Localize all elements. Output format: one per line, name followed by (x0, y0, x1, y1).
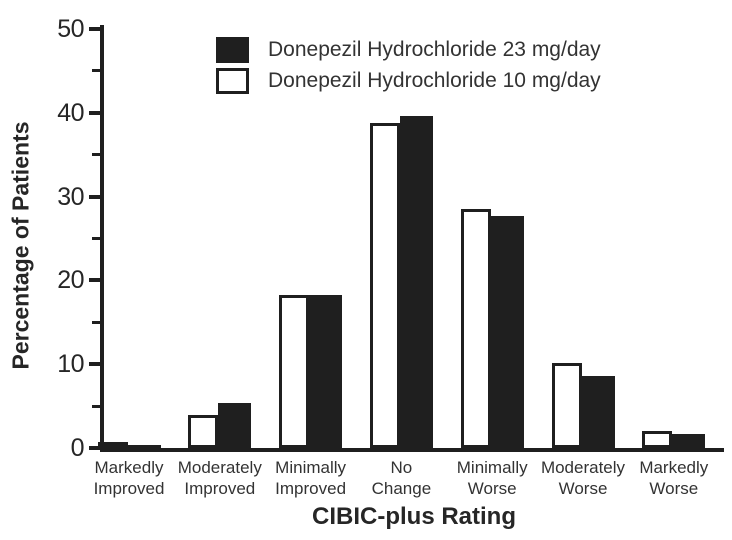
bar-group-minimally-worse (460, 209, 524, 448)
plot-area: Donepezil Hydrochloride 23 mg/day Donepe… (89, 25, 724, 452)
bar-10mg-markedly-worse (642, 431, 673, 448)
y-tick-label-20: 20 (57, 266, 84, 295)
y-tick-label-40: 40 (57, 98, 84, 127)
bar-group-no-change (369, 116, 433, 448)
bar-23mg-no-change (399, 116, 433, 448)
bar-23mg-moderately-worse (581, 375, 615, 448)
bar-23mg-markedly-improved (127, 444, 161, 448)
y-major-tick-40 (89, 110, 100, 115)
bar-group-moderately-improved (188, 402, 252, 448)
y-tick-label-0: 0 (70, 434, 85, 462)
bar-10mg-moderately-worse (551, 363, 582, 448)
bar-23mg-minimally-worse (490, 215, 524, 448)
y-axis-line (100, 25, 104, 452)
y-major-tick-0 (89, 446, 100, 450)
x-axis-title: CIBIC-plus Rating (312, 503, 516, 530)
legend-row-10mg: Donepezil Hydrochloride 10 mg/day (216, 68, 601, 94)
bar-group-moderately-worse (551, 363, 615, 448)
bar-10mg-moderately-improved (188, 415, 219, 448)
legend-row-23mg: Donepezil Hydrochloride 23 mg/day (216, 37, 601, 63)
bar-group-markedly-worse (642, 431, 706, 448)
bar-group-markedly-improved (97, 442, 161, 448)
y-minor-tick-35 (92, 153, 100, 157)
bar-group-minimally-improved (279, 294, 343, 448)
y-minor-tick-15 (92, 320, 100, 324)
x-category-label-minimally-improved: Minimally Improved (275, 458, 347, 498)
y-major-tick-20 (89, 278, 100, 283)
y-minor-tick-45 (92, 69, 100, 73)
legend: Donepezil Hydrochloride 23 mg/day Donepe… (216, 37, 601, 94)
x-category-label-no-change: No Change (371, 458, 432, 498)
bar-23mg-moderately-improved (218, 402, 252, 448)
bar-23mg-markedly-worse (672, 433, 706, 448)
bar-10mg-no-change (369, 122, 400, 448)
legend-swatch-outlined-icon (216, 68, 249, 94)
x-category-label-moderately-improved: Moderately Improved (177, 458, 262, 498)
y-minor-tick-5 (92, 404, 100, 408)
y-major-tick-10 (89, 362, 100, 367)
bar-23mg-minimally-improved (309, 294, 343, 448)
bar-10mg-markedly-improved (97, 442, 128, 448)
x-category-label-markedly-worse: Markedly Worse (639, 458, 709, 498)
x-category-label-markedly-improved: Markedly Improved (93, 458, 165, 498)
legend-swatch-filled-icon (216, 37, 249, 63)
y-major-tick-50 (89, 27, 100, 31)
legend-label-23mg: Donepezil Hydrochloride 23 mg/day (268, 38, 601, 61)
legend-label-10mg: Donepezil Hydrochloride 10 mg/day (268, 69, 601, 92)
x-axis-line (100, 448, 724, 452)
y-tick-label-50: 50 (57, 15, 84, 43)
bar-10mg-minimally-worse (460, 209, 491, 448)
y-minor-tick-25 (92, 237, 100, 240)
x-category-label-minimally-worse: Minimally Worse (456, 458, 528, 498)
y-axis-title: Percentage of Patients (7, 121, 34, 370)
y-major-tick-30 (89, 194, 100, 199)
y-tick-label-10: 10 (57, 350, 84, 379)
x-category-label-moderately-worse: Moderately Worse (540, 458, 626, 498)
bar-10mg-minimally-improved (279, 295, 310, 448)
y-tick-label-30: 30 (57, 182, 84, 211)
